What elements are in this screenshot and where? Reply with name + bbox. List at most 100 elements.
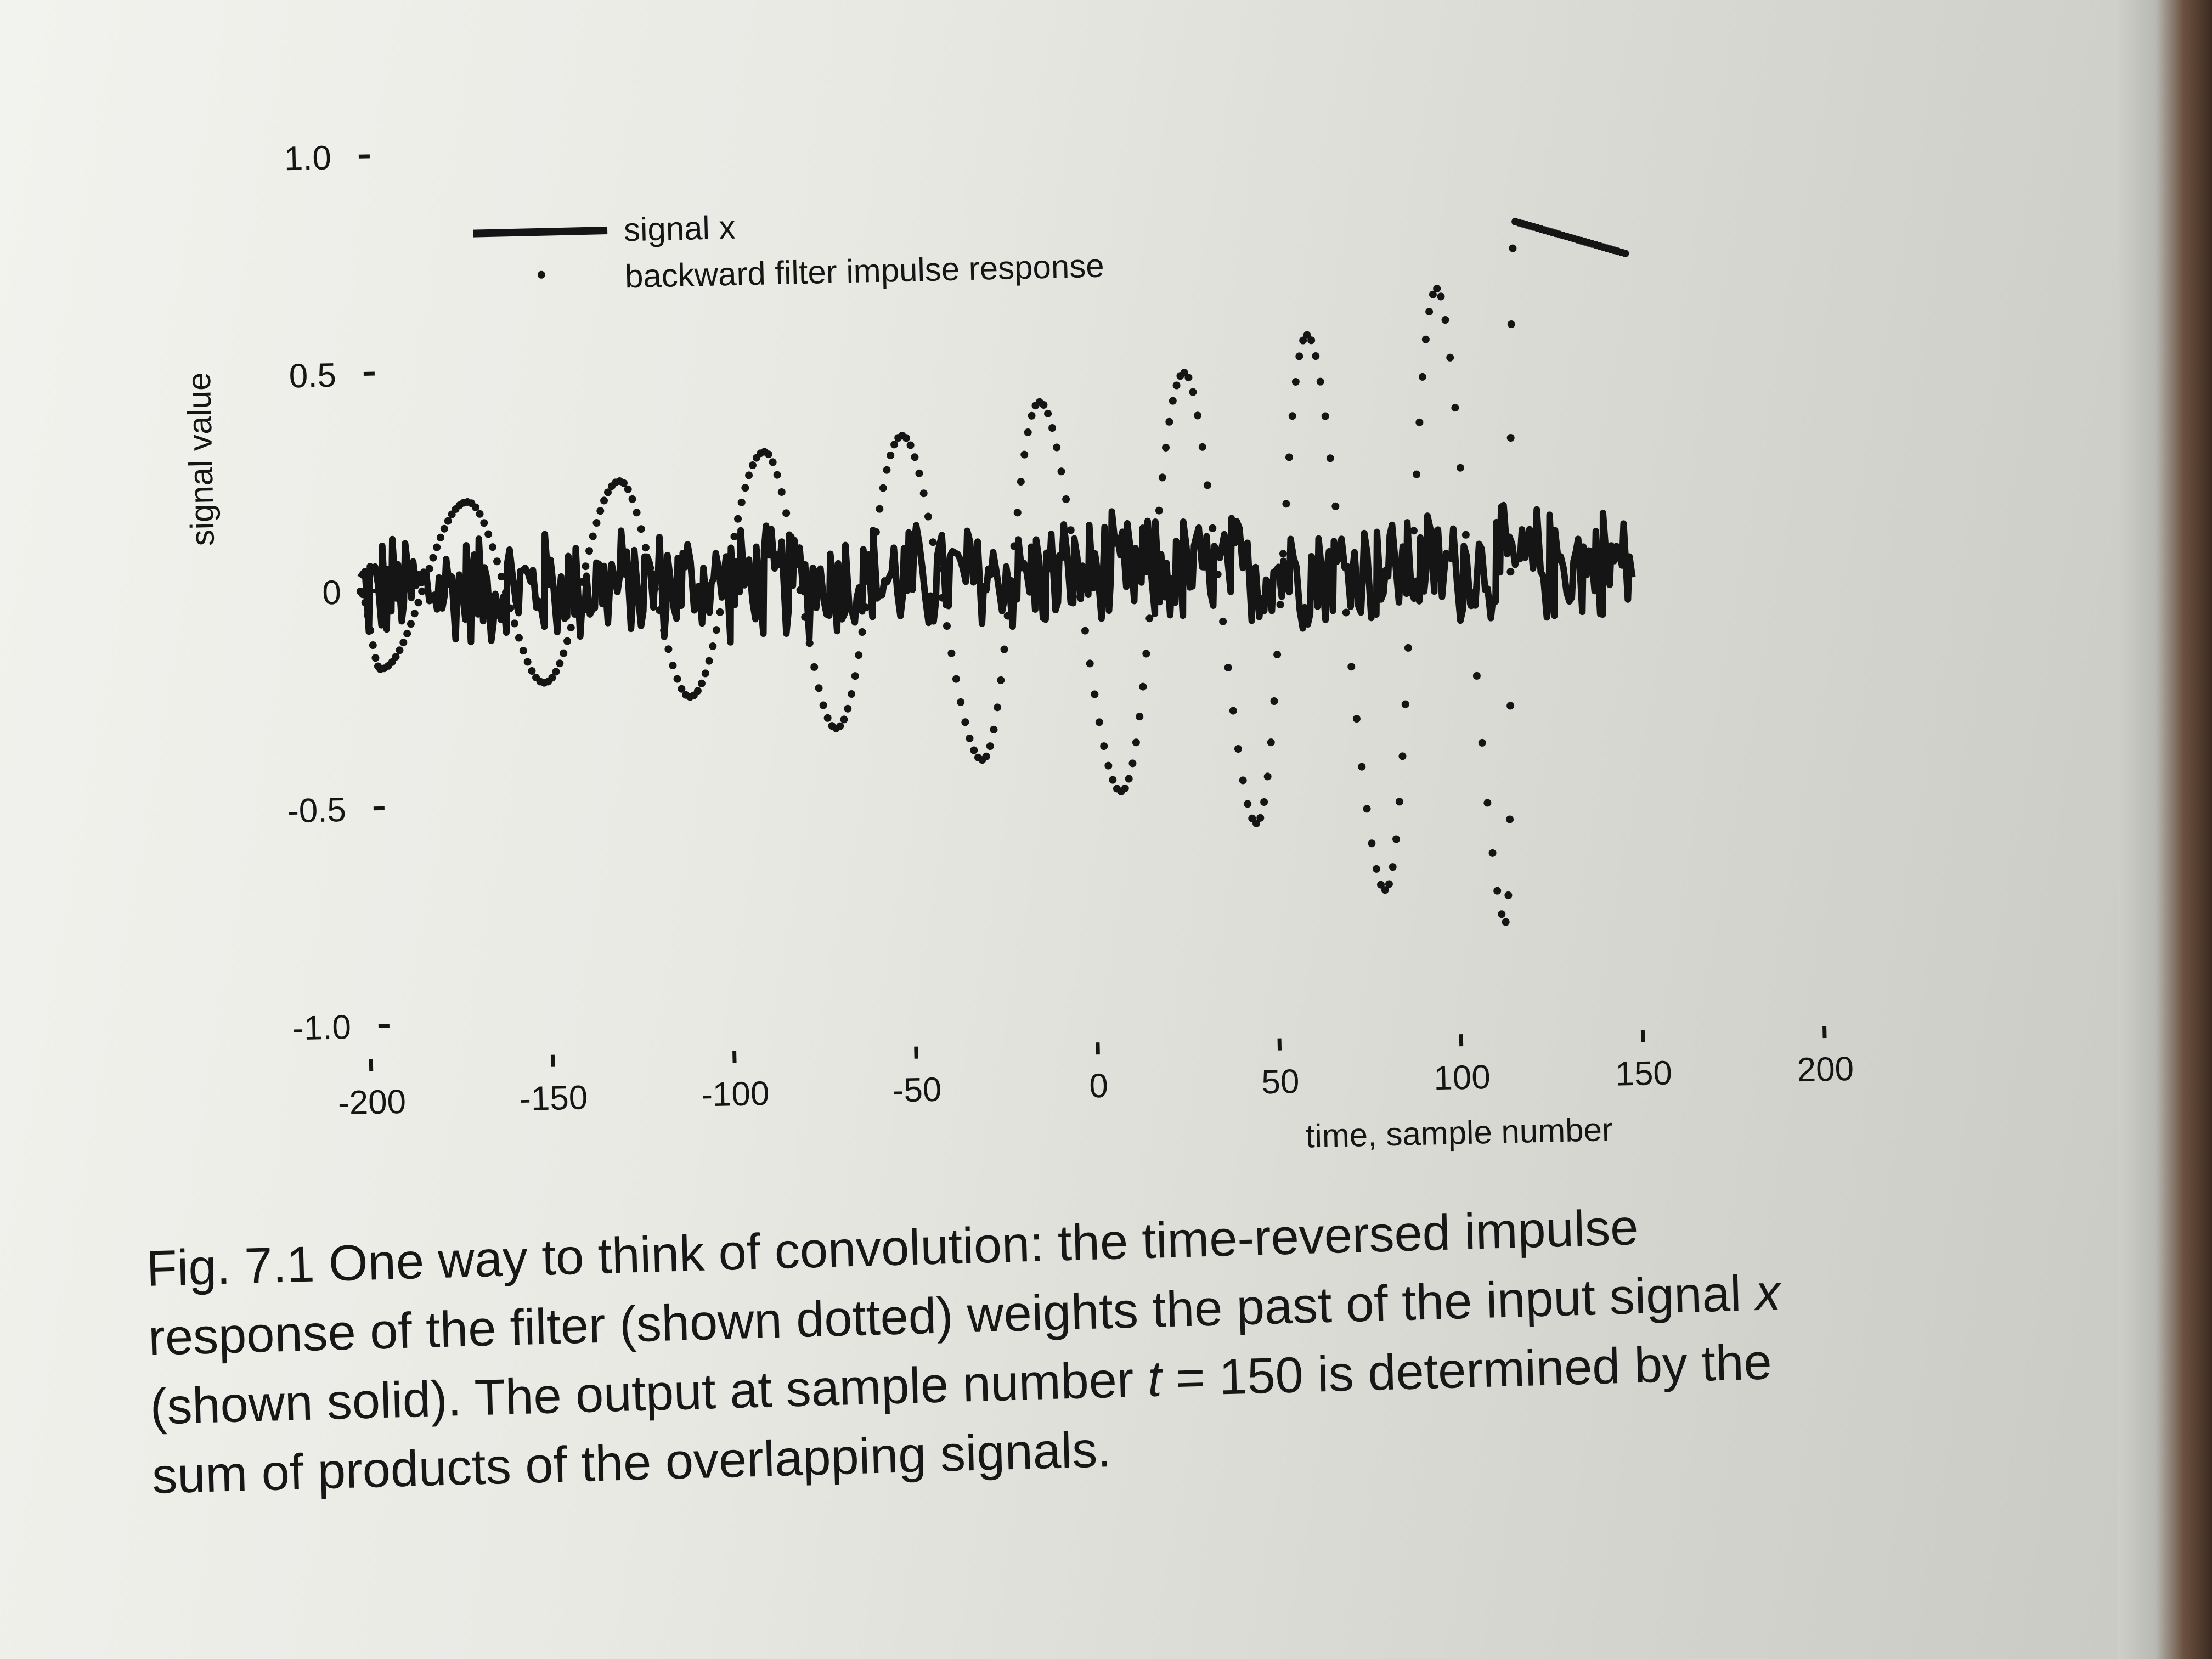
x-tick-label: 150	[1615, 1054, 1673, 1093]
impulse-dot	[796, 586, 804, 594]
impulse-dot	[1132, 738, 1140, 747]
impulse-dot	[418, 587, 426, 595]
impulse-dot	[1358, 763, 1366, 771]
impulse-dot	[403, 629, 411, 637]
impulse-dot	[848, 690, 856, 698]
y-axis-label: signal value	[180, 372, 221, 546]
impulse-dot	[982, 752, 990, 760]
impulse-dot	[748, 461, 757, 470]
impulse-dot	[582, 562, 590, 571]
impulse-dot	[1172, 381, 1181, 390]
y-tick-label: 0	[322, 574, 342, 612]
impulse-dot	[865, 578, 873, 586]
impulse-dot	[1142, 650, 1150, 658]
impulse-dot	[1506, 568, 1515, 576]
impulse-dot	[1418, 373, 1426, 381]
impulse-dot	[1095, 718, 1103, 726]
impulse-dot	[433, 543, 441, 551]
impulse-dot	[769, 458, 777, 466]
impulse-dot	[1040, 400, 1048, 409]
impulse-dot	[1279, 550, 1287, 558]
impulse-dot	[801, 613, 809, 621]
impulse-dot	[815, 684, 823, 692]
impulse-dot	[1017, 477, 1025, 486]
impulse-dot	[669, 662, 677, 670]
impulse-dot	[902, 434, 910, 442]
impulse-dot	[1081, 627, 1089, 635]
impulse-dot	[678, 685, 686, 693]
impulse-dot	[1504, 891, 1513, 899]
impulse-dot	[528, 667, 536, 675]
impulse-response-dots	[356, 217, 1629, 926]
x-tick-label: -150	[519, 1079, 588, 1118]
impulse-dot	[628, 495, 636, 503]
impulse-dot	[1104, 761, 1113, 770]
impulse-dot	[567, 624, 575, 632]
impulse-dot	[493, 557, 501, 566]
impulse-dot	[716, 608, 724, 616]
impulse-dot	[624, 485, 632, 493]
impulse-dot	[938, 594, 946, 602]
impulse-dot	[1429, 290, 1437, 298]
impulse-dot	[1493, 887, 1502, 895]
impulse-dot	[548, 674, 556, 682]
impulse-dot	[425, 565, 433, 573]
impulse-dot	[1407, 585, 1415, 594]
impulse-dot	[361, 599, 369, 607]
impulse-dot	[414, 599, 422, 607]
impulse-dot	[1239, 776, 1247, 785]
impulse-dot	[1256, 814, 1265, 822]
axes: 1.0 0.5 0 -0.5 -1.0 -200 -150 -100 -50 0 50 100 150 2…	[284, 139, 1854, 1122]
impulse-dot	[810, 663, 819, 671]
y-tick-label: -0.5	[287, 791, 346, 830]
impulse-dot	[371, 654, 380, 662]
impulse-dot	[709, 642, 717, 650]
impulse-dot	[929, 538, 937, 546]
figure-caption: Fig. 7.1 One way to think of convolution…	[145, 1187, 1864, 1511]
y-tick-label: -1.0	[292, 1008, 351, 1047]
impulse-dot	[1498, 910, 1506, 918]
impulse-dot	[1352, 715, 1361, 723]
impulse-dot	[1234, 745, 1242, 753]
impulse-dot	[366, 626, 375, 634]
impulse-dot	[1146, 614, 1154, 623]
impulse-dot	[1020, 450, 1029, 459]
impulse-dot	[1162, 443, 1170, 452]
impulse-dot	[1415, 418, 1424, 426]
legend-dot-impulse	[537, 270, 545, 279]
impulse-dot	[952, 675, 960, 683]
impulse-dot	[1007, 577, 1015, 585]
impulse-dot	[1507, 320, 1515, 329]
impulse-dot	[1209, 524, 1217, 532]
impulse-dot	[664, 645, 673, 653]
impulse-dot	[701, 669, 709, 678]
impulse-dot	[906, 441, 915, 449]
impulse-dot	[1404, 644, 1412, 652]
impulse-dot	[805, 639, 814, 647]
impulse-dot	[966, 734, 974, 742]
impulse-dot	[1506, 702, 1515, 710]
impulse-dot	[1198, 443, 1206, 451]
x-tick-label: 100	[1434, 1058, 1491, 1097]
impulse-dot	[436, 533, 444, 541]
impulse-dot	[1139, 682, 1147, 691]
impulse-dot	[782, 509, 791, 517]
impulse-dot	[1121, 784, 1129, 792]
impulse-dot	[876, 505, 884, 513]
impulse-dot	[1401, 700, 1409, 708]
impulse-dot	[592, 519, 601, 527]
impulse-dot	[1506, 815, 1514, 823]
impulse-dot	[1276, 601, 1284, 609]
impulse-dot	[1483, 799, 1492, 807]
impulse-dot	[1437, 292, 1445, 301]
impulse-dot	[1413, 470, 1421, 478]
impulse-dot	[410, 610, 419, 618]
impulse-dot	[855, 651, 863, 659]
impulse-dot	[429, 554, 437, 562]
impulse-dot	[589, 532, 597, 540]
impulse-dot	[1285, 453, 1293, 461]
impulse-dot	[1307, 336, 1316, 345]
impulse-dot	[1057, 467, 1065, 476]
impulse-dot	[1451, 404, 1459, 412]
